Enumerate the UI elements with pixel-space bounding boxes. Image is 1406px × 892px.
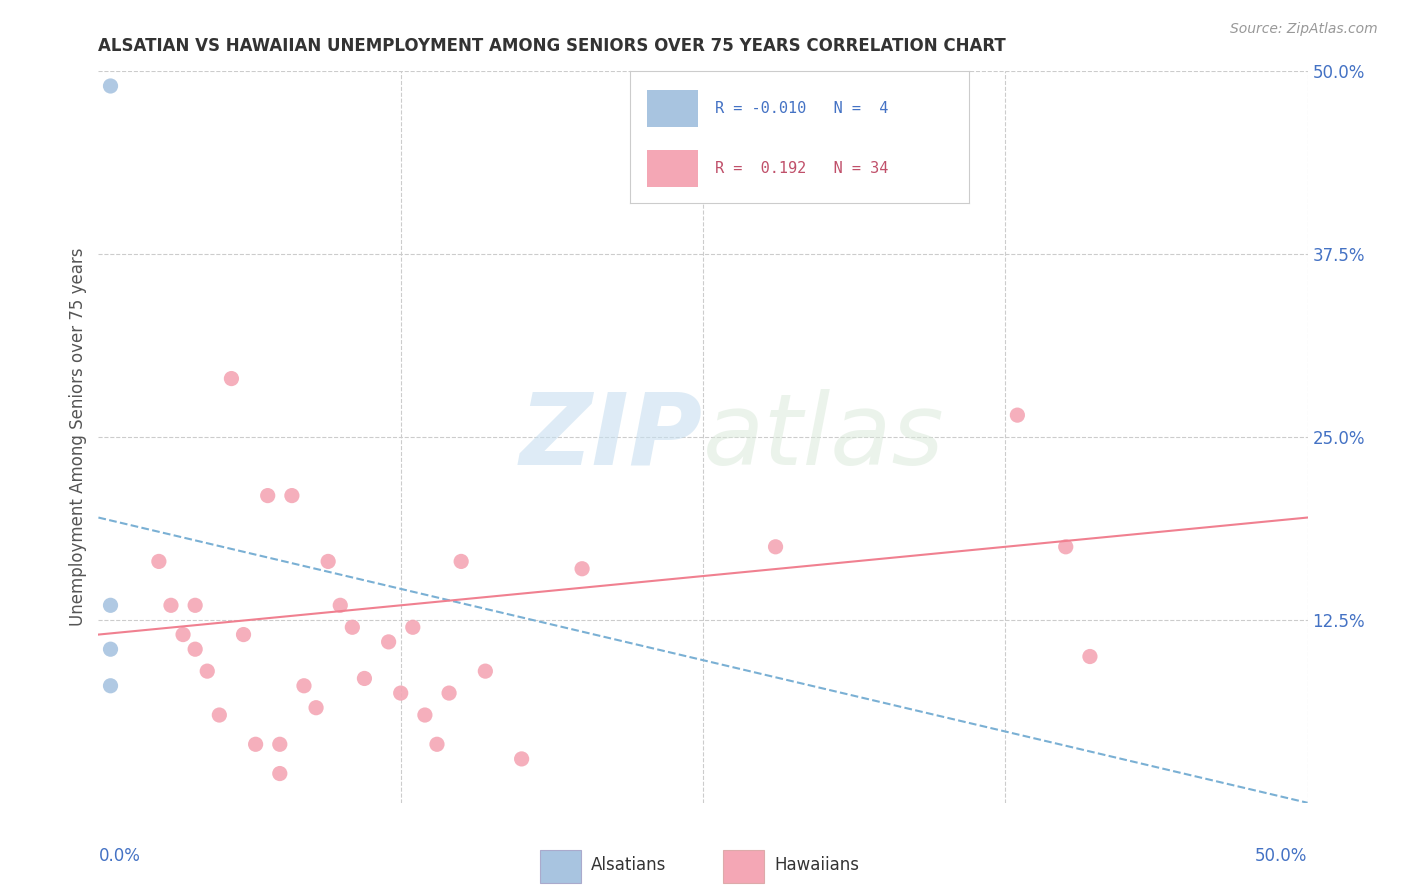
Point <box>256 489 278 503</box>
Point <box>184 642 207 657</box>
Point <box>160 599 183 613</box>
Point <box>1007 408 1029 422</box>
Point <box>342 620 364 634</box>
Point <box>437 686 460 700</box>
Point <box>100 78 122 93</box>
Point <box>353 672 375 686</box>
Point <box>245 737 267 751</box>
Point <box>100 642 122 657</box>
Point <box>402 620 425 634</box>
Point <box>1054 540 1077 554</box>
Point <box>292 679 315 693</box>
Point <box>269 766 291 780</box>
Point <box>510 752 533 766</box>
Point <box>208 708 231 723</box>
Point <box>305 700 328 714</box>
Point <box>316 554 339 568</box>
Point <box>426 737 449 751</box>
Text: atlas: atlas <box>703 389 945 485</box>
Point <box>571 562 593 576</box>
Point <box>450 554 472 568</box>
Text: 0.0%: 0.0% <box>98 847 141 864</box>
Text: Source: ZipAtlas.com: Source: ZipAtlas.com <box>1230 22 1378 37</box>
Point <box>184 599 207 613</box>
Point <box>377 635 399 649</box>
Point <box>389 686 412 700</box>
Point <box>281 489 304 503</box>
Point <box>221 371 243 385</box>
Point <box>1078 649 1101 664</box>
Point <box>148 554 170 568</box>
Text: ALSATIAN VS HAWAIIAN UNEMPLOYMENT AMONG SENIORS OVER 75 YEARS CORRELATION CHART: ALSATIAN VS HAWAIIAN UNEMPLOYMENT AMONG … <box>98 37 1007 54</box>
Point <box>232 627 254 641</box>
Point <box>269 737 291 751</box>
Point <box>474 664 496 678</box>
Point <box>195 664 218 678</box>
Point <box>172 627 194 641</box>
Text: ZIP: ZIP <box>520 389 703 485</box>
Text: 50.0%: 50.0% <box>1256 847 1308 864</box>
Point <box>100 599 122 613</box>
Point <box>329 599 352 613</box>
Point <box>100 679 122 693</box>
Point <box>765 540 787 554</box>
Point <box>413 708 436 723</box>
Y-axis label: Unemployment Among Seniors over 75 years: Unemployment Among Seniors over 75 years <box>69 248 87 626</box>
